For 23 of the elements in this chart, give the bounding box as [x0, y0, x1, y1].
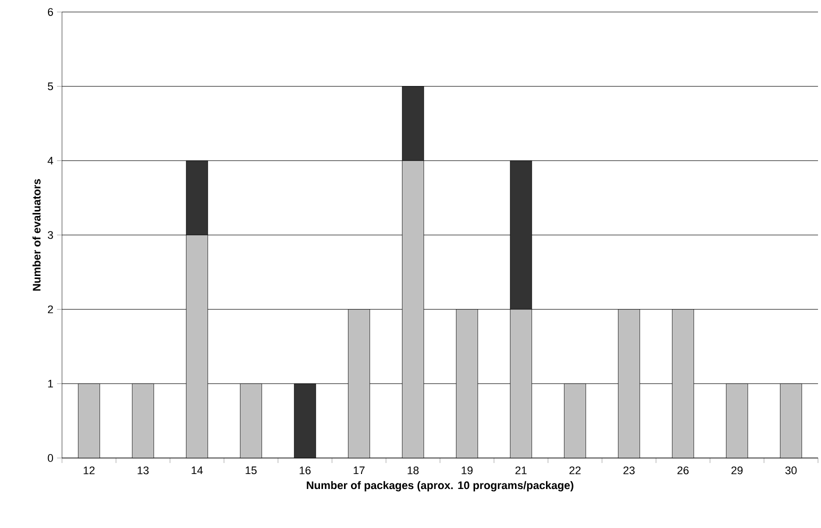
y-tick-label: 3	[48, 231, 53, 239]
y-tick-label: 0	[48, 454, 54, 462]
x-tick-label: 21	[515, 466, 527, 474]
x-tick-label: 22	[569, 466, 581, 474]
x-tick-label: 12	[84, 466, 95, 474]
x-axis-title: Number of packages (aprox. 10 programs/package)	[306, 481, 574, 492]
x-tick-label: 18	[408, 466, 419, 474]
y-tick-label: 2	[48, 306, 53, 314]
y-tick-label: 5	[48, 82, 54, 90]
y-tick-label: 1	[48, 380, 53, 388]
y-tick-label: 4	[48, 156, 54, 164]
y-tick-label: 6	[48, 8, 53, 16]
y-axis-title: Number of evaluators	[32, 179, 41, 291]
x-tick-label: 14	[192, 466, 203, 474]
x-tick-label: 23	[623, 466, 635, 474]
x-tick-label: 16	[300, 466, 311, 474]
x-tick-label: 19	[462, 466, 473, 474]
x-tick-label: 26	[677, 466, 689, 474]
x-tick-label: 30	[785, 466, 797, 474]
x-tick-label: 15	[246, 466, 257, 474]
x-tick-label: 29	[731, 466, 743, 474]
x-tick-label: 13	[138, 466, 149, 474]
x-tick-label: 17	[354, 466, 365, 474]
